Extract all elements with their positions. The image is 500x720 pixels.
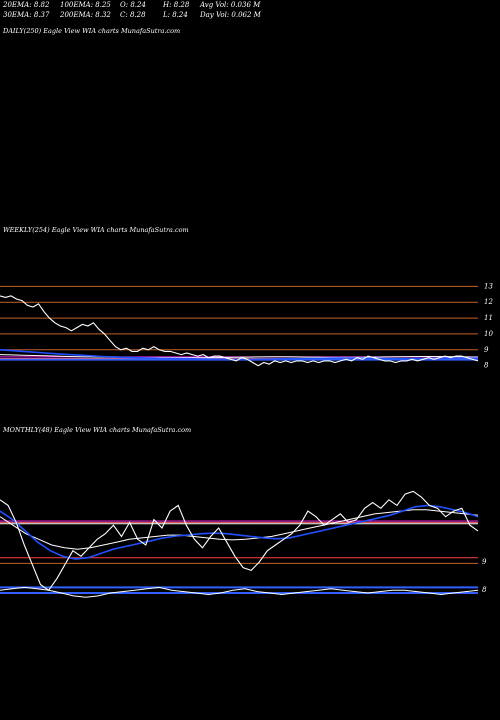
monthly-panel-title: MONTHLY(48) Eagle View WIA charts Munafa… <box>3 426 192 434</box>
monthly-price-line <box>0 490 479 591</box>
ema30-label: 30EMA: 8.37 <box>3 11 50 19</box>
daily-panel-title: DAILY(250) Eagle View WIA charts MunafaS… <box>3 27 181 35</box>
weekly-tick-label: 12 <box>484 298 493 306</box>
low-label: L: 8.24 <box>163 11 188 19</box>
high-label: H: 8.28 <box>163 1 190 9</box>
monthly-tick-label: 8 <box>482 586 487 594</box>
weekly-panel-title: WEEKLY(254) Eagle View WIA charts Munafa… <box>3 226 189 234</box>
monthly-ema-blue-line <box>0 504 479 560</box>
weekly-tick-label: 11 <box>484 314 493 322</box>
ema100-label: 100EMA: 8.25 <box>60 1 111 9</box>
open-label: O: 8.24 <box>120 1 146 9</box>
weekly-tick-label: 8 <box>484 362 489 370</box>
avg-vol-label: Avg Vol: 0.036 M <box>200 1 261 9</box>
weekly-ema-blue-line <box>0 349 479 361</box>
monthly-tick-label: 9 <box>482 558 487 566</box>
ema20-label: 20EMA: 8.82 <box>3 1 50 9</box>
close-label: C: 8.28 <box>120 11 146 19</box>
weekly-price-line <box>0 295 479 367</box>
weekly-tick-label: 13 <box>484 282 493 290</box>
monthly-lower-line <box>0 586 479 598</box>
weekly-tick-label: 9 <box>484 346 489 354</box>
day-vol-label: Day Vol: 0.062 M <box>200 11 261 19</box>
monthly-ema-white-line <box>0 509 479 550</box>
ema200-label: 200EMA: 8.32 <box>60 11 111 19</box>
weekly-tick-label: 10 <box>484 330 493 338</box>
weekly-ema-white-line <box>0 354 479 359</box>
